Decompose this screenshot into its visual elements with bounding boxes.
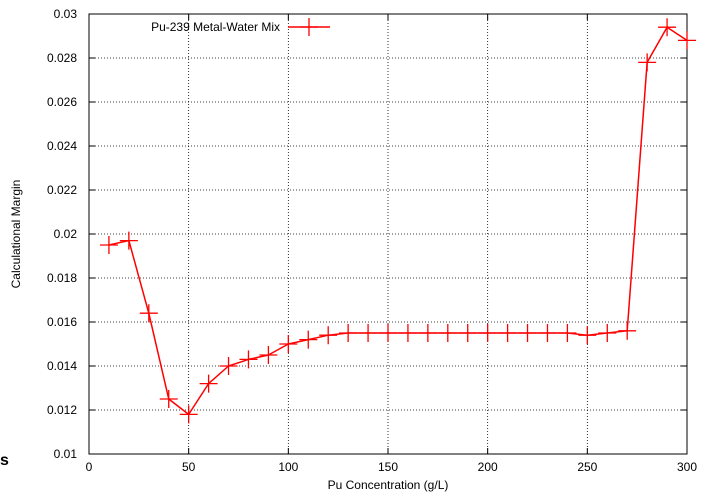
data-point-marker (658, 18, 677, 37)
data-point-marker (478, 324, 497, 342)
x-tick-label: 200 (478, 460, 498, 474)
axis-ticks (88, 13, 688, 455)
data-point-marker (418, 324, 437, 342)
data-point-marker (159, 390, 178, 408)
data-point-marker (638, 53, 657, 72)
legend-label: Pu-239 Metal-Water Mix (151, 20, 280, 34)
data-point-marker (618, 321, 637, 340)
y-tick-label: 0.026 (47, 95, 77, 109)
data-point-marker (458, 324, 477, 342)
y-tick-label: 0.022 (47, 183, 77, 197)
y-axis-title: Calculational Margin (9, 180, 23, 289)
x-tick-label: 0 (86, 460, 93, 474)
data-point-marker (598, 324, 617, 342)
legend: Pu-239 Metal-Water Mix (151, 18, 330, 36)
data-point-marker (239, 350, 258, 369)
y-tick-label: 0.028 (47, 51, 77, 65)
data-point-marker (578, 326, 597, 345)
x-tick-labels: 0 50 100 150 200 250 300 (86, 460, 698, 474)
legend-marker (300, 18, 318, 36)
data-point-marker (139, 304, 158, 323)
y-tick-label: 0.01 (54, 447, 78, 461)
plot-frame (88, 13, 688, 455)
x-tick-label: 300 (677, 460, 697, 474)
data-point-marker (558, 324, 577, 342)
data-point-marker (359, 324, 378, 342)
page-fragment-text: s (0, 452, 9, 469)
y-tick-label: 0.02 (54, 227, 78, 241)
y-tick-labels: 0.01 0.012 0.014 0.016 0.018 0.02 0.022 0.024 0.… (47, 7, 77, 461)
data-point-marker (119, 231, 138, 250)
data-point-marker (678, 31, 696, 50)
y-tick-label: 0.018 (47, 271, 77, 285)
x-tick-label: 250 (577, 460, 597, 474)
y-tick-label: 0.016 (47, 315, 77, 329)
series-line (108, 26, 688, 416)
x-axis-title: Pu Concentration (g/L) (328, 478, 449, 492)
series-0 (99, 18, 696, 424)
data-point-marker (319, 326, 338, 345)
data-point-marker (199, 374, 218, 393)
x-tick-label: 50 (182, 460, 196, 474)
data-point-marker (438, 324, 457, 342)
grid-lines (89, 14, 687, 454)
data-point-marker (259, 346, 278, 364)
data-point-marker (99, 236, 118, 254)
legend-sample (288, 18, 330, 36)
data-point-marker (398, 324, 417, 342)
y-tick-label: 0.012 (47, 403, 77, 417)
data-point-marker (179, 405, 198, 424)
x-tick-label: 100 (278, 460, 298, 474)
data-point-marker (279, 335, 298, 353)
data-point-marker (498, 324, 517, 342)
x-tick-label: 150 (378, 460, 398, 474)
data-point-marker (379, 324, 397, 342)
y-tick-label: 0.014 (47, 359, 77, 373)
data-point-marker (219, 357, 238, 375)
data-point-marker (299, 330, 318, 349)
data-point-marker (339, 324, 358, 342)
y-tick-label: 0.024 (47, 139, 77, 153)
data-point-marker (538, 324, 557, 342)
data-point-marker (518, 324, 537, 342)
series-layer (99, 18, 696, 424)
y-tick-label: 0.03 (54, 7, 78, 21)
